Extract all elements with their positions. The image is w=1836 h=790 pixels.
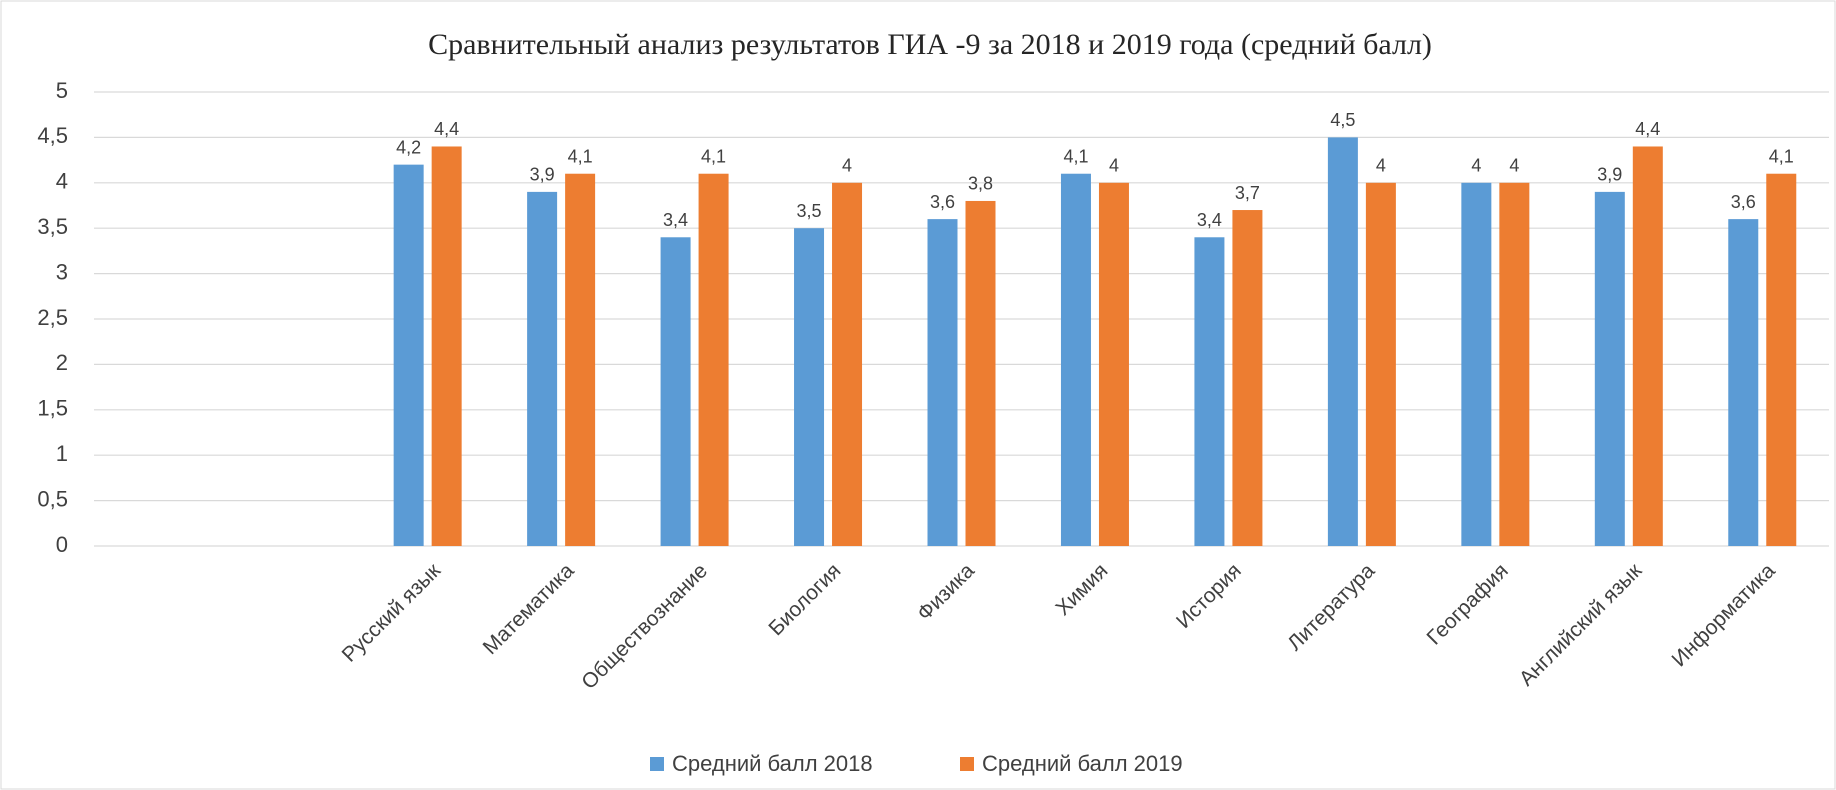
y-tick-label: 0,5 xyxy=(37,486,68,511)
data-label: 3,6 xyxy=(1731,192,1756,212)
y-tick-label: 1,5 xyxy=(37,396,68,421)
y-tick-label: 3 xyxy=(56,259,68,284)
bar xyxy=(565,173,596,546)
chart-title: Сравнительный анализ результатов ГИА -9 … xyxy=(428,28,1432,61)
legend-label: Средний балл 2019 xyxy=(982,751,1183,776)
data-label: 4,1 xyxy=(701,146,726,166)
data-label: 4,1 xyxy=(1063,146,1088,166)
y-tick-label: 1 xyxy=(56,441,68,466)
data-label: 4,4 xyxy=(434,119,459,139)
data-label: 4 xyxy=(842,156,852,176)
bar xyxy=(1194,237,1225,546)
bar xyxy=(527,191,558,546)
y-tick-label: 2,5 xyxy=(37,305,68,330)
y-tick-label: 3,5 xyxy=(37,214,68,239)
data-label: 4,2 xyxy=(396,137,421,157)
bar xyxy=(832,182,863,547)
bar xyxy=(1461,182,1492,547)
data-label: 4 xyxy=(1509,156,1519,176)
bar xyxy=(1728,219,1759,546)
bar xyxy=(1098,182,1129,547)
data-label: 3,7 xyxy=(1235,183,1260,203)
data-label: 3,6 xyxy=(930,192,955,212)
y-tick-label: 4 xyxy=(56,169,68,194)
data-label: 3,4 xyxy=(1197,210,1222,230)
bar xyxy=(1594,191,1625,546)
bar xyxy=(794,228,825,546)
bar xyxy=(660,237,691,546)
y-tick-label: 5 xyxy=(56,78,68,103)
legend-swatch xyxy=(960,757,974,771)
data-label: 4 xyxy=(1471,156,1481,176)
data-label: 4,5 xyxy=(1330,110,1355,130)
data-label: 3,9 xyxy=(530,165,555,185)
y-tick-label: 2 xyxy=(56,350,68,375)
bar xyxy=(393,164,424,546)
bar xyxy=(1499,182,1530,547)
data-label: 3,8 xyxy=(968,174,993,194)
data-label: 3,9 xyxy=(1597,165,1622,185)
data-label: 3,5 xyxy=(797,201,822,221)
data-label: 4 xyxy=(1109,156,1119,176)
bar xyxy=(1365,182,1396,547)
data-label: 4,1 xyxy=(568,146,593,166)
y-tick-label: 4,5 xyxy=(37,123,68,148)
legend-label: Средний балл 2018 xyxy=(672,751,873,776)
bar xyxy=(1632,146,1663,547)
y-tick-label: 0 xyxy=(56,532,68,557)
bar xyxy=(1327,137,1358,546)
bar xyxy=(431,146,462,547)
legend-swatch xyxy=(650,757,664,771)
bar xyxy=(698,173,729,546)
bar xyxy=(1766,173,1797,546)
bar xyxy=(1060,173,1091,546)
bar xyxy=(1232,210,1263,547)
data-label: 4,1 xyxy=(1769,146,1794,166)
bar xyxy=(927,219,958,546)
bar xyxy=(965,200,996,546)
data-label: 3,4 xyxy=(663,210,688,230)
data-label: 4 xyxy=(1376,156,1386,176)
data-label: 4,4 xyxy=(1635,119,1660,139)
